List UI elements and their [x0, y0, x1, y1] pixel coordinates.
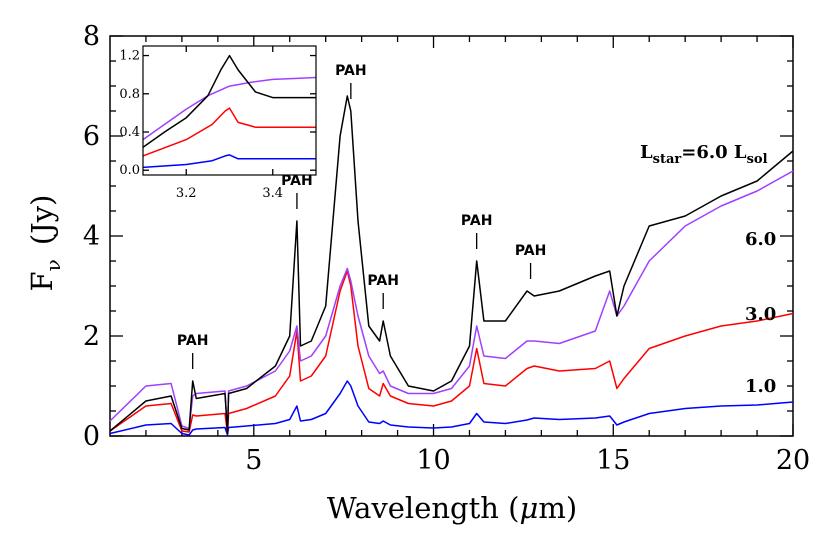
y-tick-label: 2	[83, 321, 100, 352]
x-axis-label-unit: m)	[538, 491, 577, 525]
inset-y-tick-label: 1.2	[119, 49, 140, 64]
lsol-sub: sol	[747, 152, 768, 167]
y-tick-label: 8	[83, 21, 100, 52]
inset-background	[143, 46, 316, 175]
series-line-6.0	[109, 170, 794, 435]
y-axis-label-sub: ν	[41, 259, 65, 271]
inset-frame	[142, 45, 317, 176]
lstar-annotation: Lstar=6.0 Lsol	[640, 142, 768, 167]
inset-y-tick-label: 0.8	[119, 87, 140, 102]
x-tick-label: 10	[416, 445, 450, 476]
series-line-3.0	[109, 270, 794, 435]
x-axis-label: Wavelength (μm)	[327, 491, 577, 525]
x-tick-label: 20	[776, 445, 810, 476]
pah-label: PAH	[367, 273, 399, 289]
inset-series-line	[143, 154, 316, 169]
inset-series-line	[143, 107, 316, 157]
main-axis-ticks: 5 10 15 20 0 2 4 6 8	[83, 21, 810, 476]
inset-series-line	[143, 54, 316, 148]
pah-label: PAH	[515, 243, 547, 259]
pah-annotations: PAH PAH PAH PAH PAH PAH	[177, 63, 546, 369]
x-tick-label: 15	[596, 445, 630, 476]
pah-label: PAH	[335, 63, 367, 79]
inset-y-tick-label: 0.4	[119, 125, 140, 140]
y-axis-label-main: F	[25, 271, 59, 291]
series-line-1.0	[109, 380, 794, 436]
main-series-group	[109, 95, 794, 436]
pah-label: PAH	[281, 173, 313, 189]
y-tick-label: 0	[83, 421, 100, 452]
series-label-3: 3.0	[745, 304, 776, 325]
pah-label: PAH	[461, 213, 493, 229]
inset-series-line	[143, 76, 316, 141]
y-tick-label: 4	[83, 221, 100, 252]
y-axis-label-unit: (Jy)	[25, 195, 59, 246]
svg-text:Fν(Jy): Fν (Jy)	[25, 195, 65, 292]
pah-label: PAH	[177, 333, 209, 349]
inset-x-tick-label: 3.4	[262, 186, 283, 201]
x-axis-label-main: Wavelength (	[327, 491, 520, 525]
lstar-prefix: L	[640, 142, 653, 163]
x-axis-label-mu: μ	[519, 491, 538, 525]
series-label-6: 6.0	[745, 229, 776, 250]
lstar-mid: =6.0 L	[681, 142, 747, 163]
y-axis-label: Fν (Jy)	[25, 195, 65, 292]
inset-x-tick-label: 3.2	[176, 186, 197, 201]
inset-series-group	[143, 54, 316, 169]
y-tick-label: 6	[83, 121, 100, 152]
inset-y-tick-label: 0.0	[119, 163, 140, 178]
inset-axis-ticks: 3.2 3.4 0.0 0.4 0.8 1.2	[119, 46, 316, 201]
lstar-sub: star	[653, 152, 682, 167]
x-tick-label: 5	[245, 445, 262, 476]
series-label-1: 1.0	[745, 376, 776, 397]
series-line-top	[109, 95, 794, 435]
